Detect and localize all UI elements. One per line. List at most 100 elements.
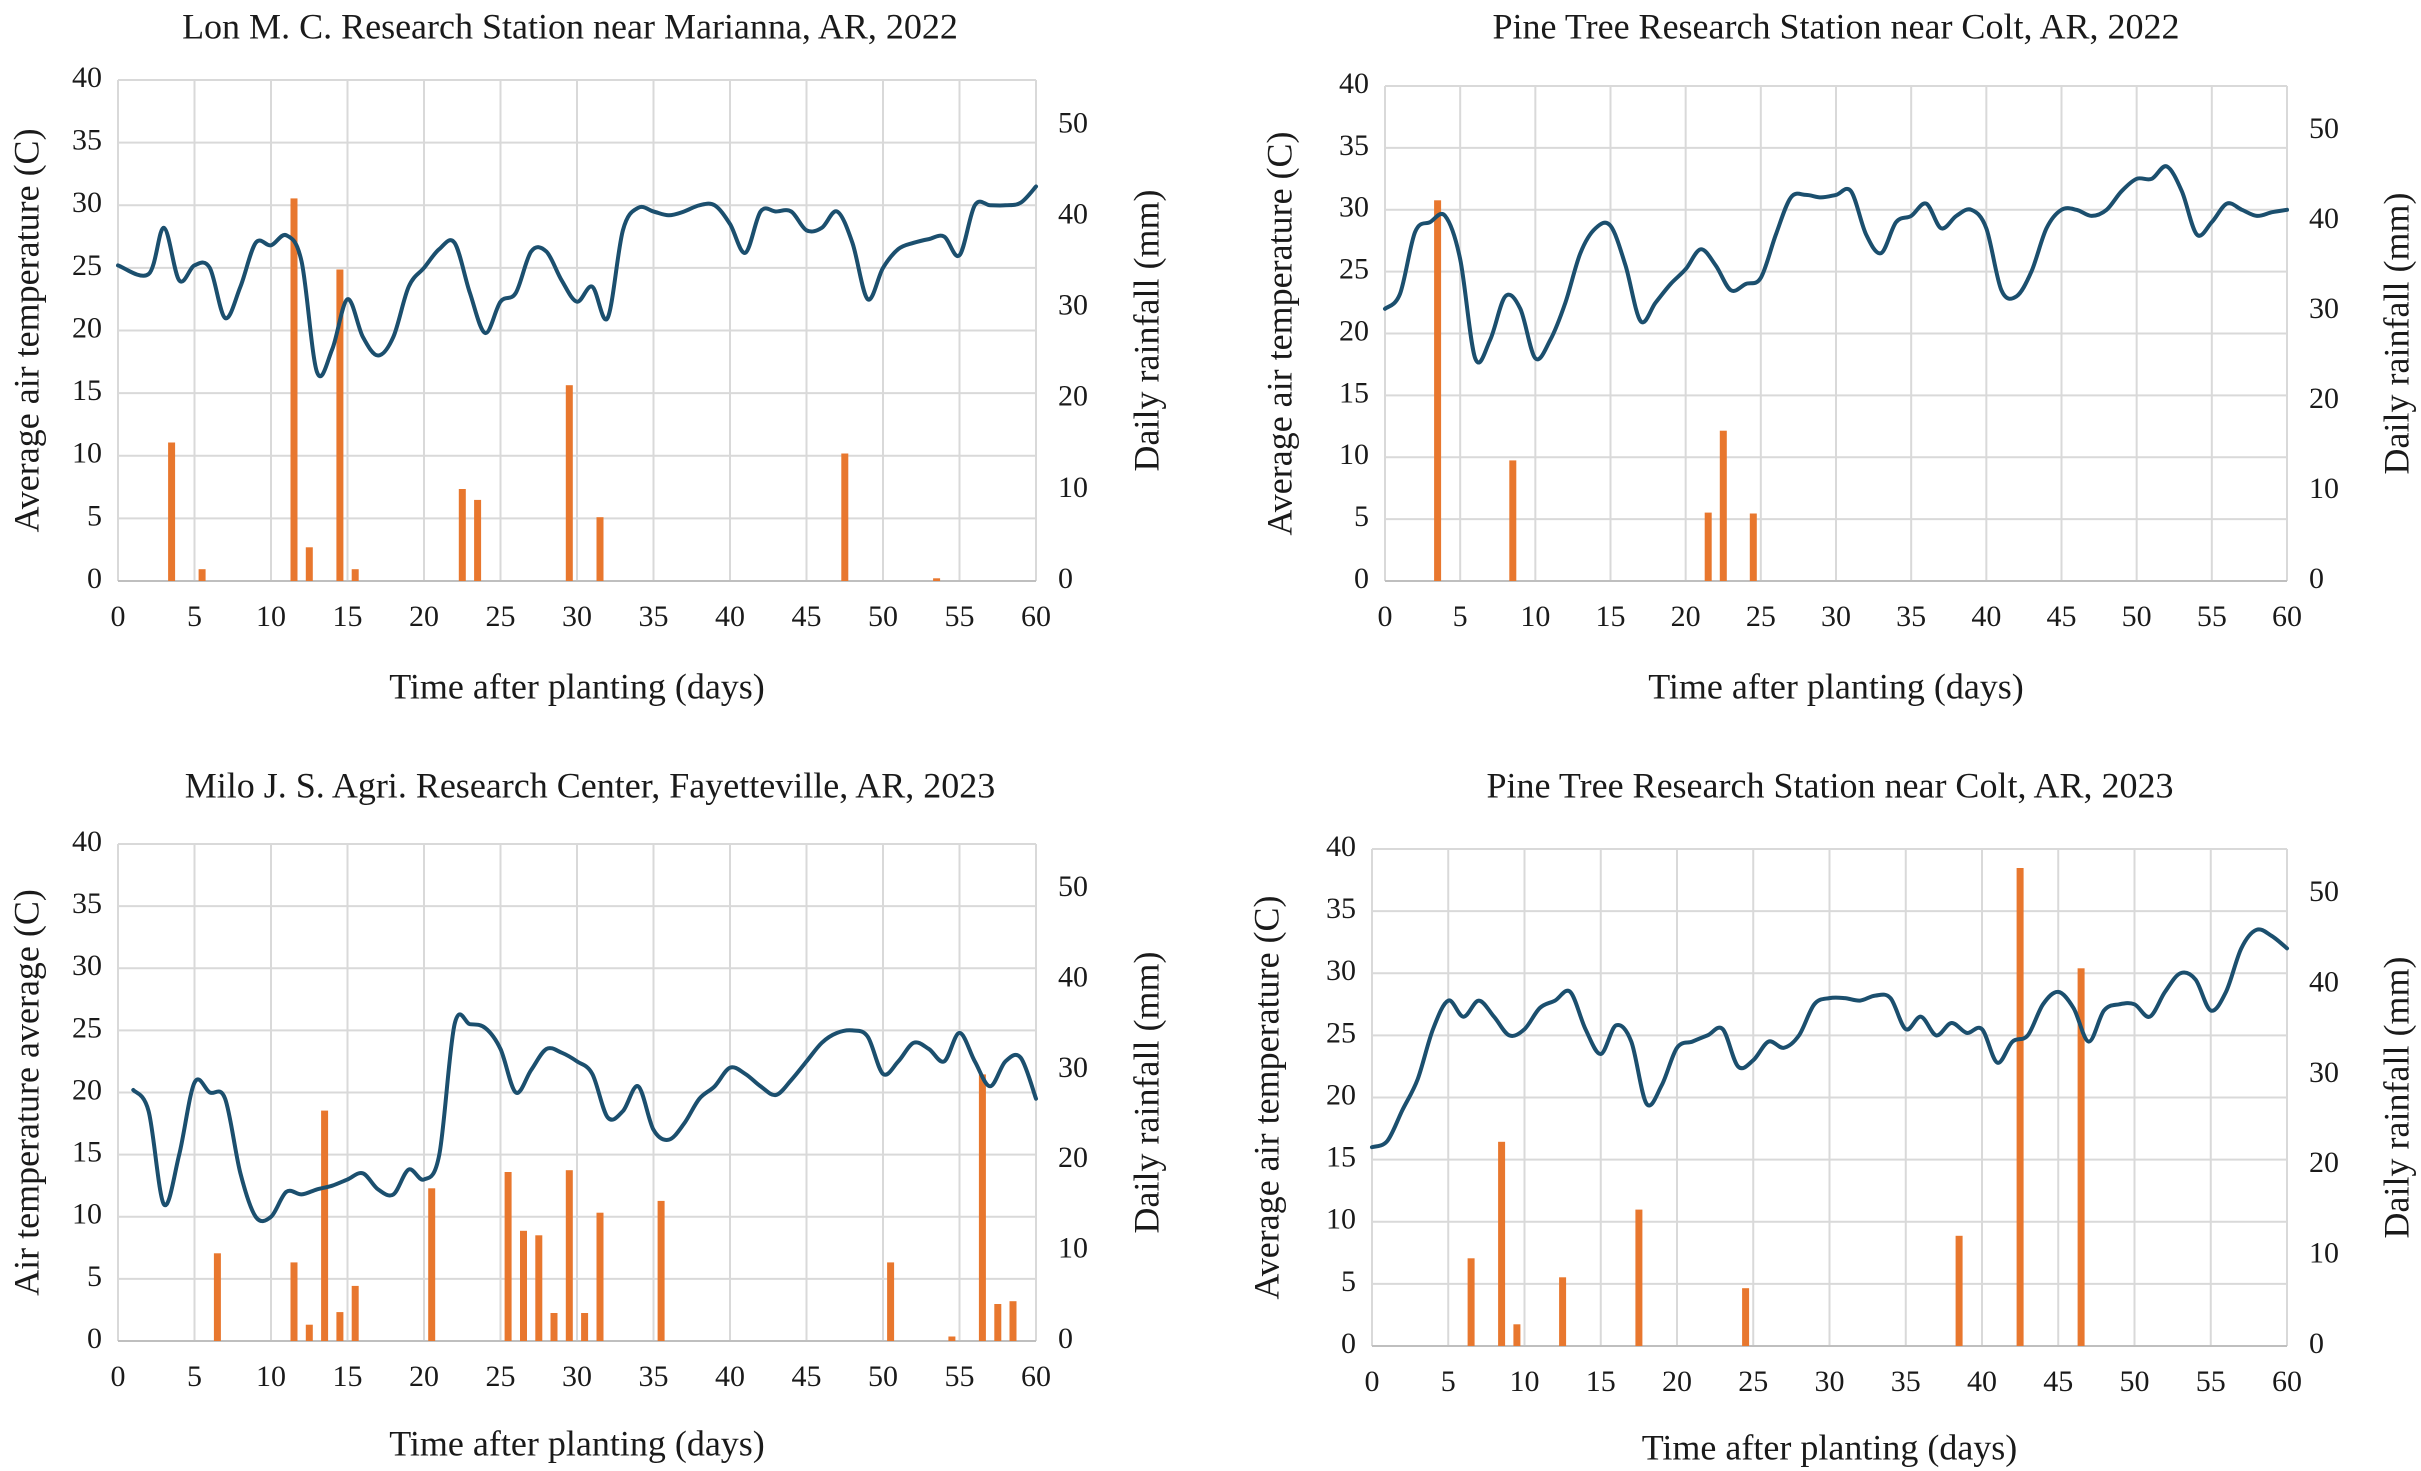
rainfall-bar: [1498, 1141, 1506, 1346]
x-tick-label: 55: [2197, 600, 2227, 633]
y2-tick-label: 30: [2309, 292, 2339, 325]
rainfall-bar: [1955, 1235, 1963, 1346]
chart-title: Pine Tree Research Station near Colt, AR…: [1493, 6, 2180, 46]
x-tick-label: 50: [2122, 600, 2152, 633]
rainfall-bar: [1704, 512, 1712, 581]
x-tick-label: 60: [2272, 1365, 2302, 1398]
x-tick-label: 40: [715, 600, 745, 633]
y-tick-label: 10: [1326, 1203, 1356, 1236]
x-tick-label: 30: [1815, 1365, 1845, 1398]
y2-tick-label: 40: [1058, 198, 1088, 231]
x-tick-label: 20: [409, 1360, 439, 1393]
y-tick-label: 15: [1339, 376, 1369, 409]
y-tick-label: 35: [1339, 129, 1369, 162]
rainfall-bar: [1749, 513, 1757, 581]
rainfall-bar: [290, 198, 298, 581]
y-tick-label: 40: [1326, 830, 1356, 863]
y2-tick-label: 0: [2309, 562, 2324, 595]
x-tick-label: 25: [1746, 600, 1776, 633]
y2-tick-label: 20: [2309, 1146, 2339, 1179]
y2-tick-label: 20: [1058, 380, 1088, 413]
x-tick-label: 50: [2120, 1365, 2150, 1398]
y-tick-label: 35: [1326, 892, 1356, 925]
x-tick-label: 45: [792, 1360, 822, 1393]
x-tick-label: 55: [945, 600, 975, 633]
rainfall-bar: [351, 1285, 359, 1341]
y-tick-label: 35: [72, 887, 102, 920]
rainfall-bar: [535, 1235, 543, 1341]
y2-axis-label: Daily rainfall (mm): [1126, 190, 1166, 472]
chart-panel-2: Pine Tree Research Station near Colt, AR…: [1259, 6, 2416, 706]
temperature-line: [1383, 164, 2289, 365]
y2-tick-label: 50: [1058, 106, 1088, 139]
y-tick-label: 40: [1339, 67, 1369, 100]
x-tick-label: 25: [486, 1360, 516, 1393]
rainfall-bar: [336, 1312, 344, 1341]
rainfall-bar: [351, 569, 359, 581]
rainfall-bar: [458, 489, 466, 581]
y-tick-label: 5: [1354, 500, 1369, 533]
rainfall-bar: [1467, 1258, 1475, 1346]
x-tick-label: 15: [333, 600, 363, 633]
rainfall-bar: [321, 1110, 329, 1341]
y2-tick-label: 10: [1058, 471, 1088, 504]
rainfall-bar: [565, 1170, 573, 1341]
y-axis-label: Air temperature average (C): [6, 889, 46, 1296]
y2-tick-label: 30: [1058, 289, 1088, 322]
rainfall-bar: [1635, 1209, 1643, 1346]
x-tick-label: 45: [792, 600, 822, 633]
chart-panel-3: Milo J. S. Agri. Research Center, Fayett…: [6, 765, 1166, 1463]
x-tick-label: 30: [562, 600, 592, 633]
x-tick-label: 60: [1021, 1360, 1051, 1393]
rainfall-bar: [550, 1313, 558, 1341]
x-axis-label: Time after planting (days): [1642, 1427, 2018, 1467]
x-tick-label: 5: [1441, 1365, 1456, 1398]
y-tick-label: 20: [72, 311, 102, 344]
x-tick-label: 50: [868, 600, 898, 633]
x-tick-label: 30: [562, 1360, 592, 1393]
y-tick-label: 40: [72, 61, 102, 94]
rainfall-bar: [428, 1188, 436, 1341]
y2-tick-label: 10: [2309, 472, 2339, 505]
x-tick-label: 45: [2047, 600, 2077, 633]
y-tick-label: 20: [1326, 1078, 1356, 1111]
x-tick-label: 0: [1365, 1365, 1380, 1398]
y2-tick-label: 50: [2309, 875, 2339, 908]
y-tick-label: 35: [72, 124, 102, 157]
y-tick-label: 30: [1326, 954, 1356, 987]
rainfall-bar: [336, 269, 344, 581]
y-tick-label: 25: [1326, 1016, 1356, 1049]
chart-title: Lon M. C. Research Station near Marianna…: [182, 6, 958, 46]
y-tick-label: 0: [1341, 1327, 1356, 1360]
temperature-line: [1370, 927, 2289, 1150]
x-tick-label: 40: [1967, 1365, 1997, 1398]
y2-axis-label: Daily rainfall (mm): [1126, 952, 1166, 1234]
x-tick-label: 55: [945, 1360, 975, 1393]
x-axis-label: Time after planting (days): [1648, 666, 2024, 706]
x-tick-label: 40: [715, 1360, 745, 1393]
chart-title: Pine Tree Research Station near Colt, AR…: [1487, 765, 2174, 805]
y-tick-label: 25: [72, 1011, 102, 1044]
y2-tick-label: 40: [2309, 202, 2339, 235]
y-tick-label: 30: [1339, 191, 1369, 224]
temperature-line: [116, 184, 1038, 379]
y-tick-label: 20: [72, 1073, 102, 1106]
rainfall-bar: [168, 442, 176, 581]
y-tick-label: 15: [72, 1136, 102, 1169]
rainfall-bar: [657, 1200, 665, 1341]
y-tick-label: 20: [1339, 314, 1369, 347]
x-tick-label: 5: [1453, 600, 1468, 633]
rainfall-bar: [841, 453, 849, 581]
temperature-line: [131, 1012, 1038, 1224]
rainfall-bar: [520, 1230, 527, 1341]
y2-tick-label: 50: [1058, 870, 1088, 903]
y-tick-label: 25: [72, 249, 102, 282]
rainfall-bar: [1434, 200, 1442, 582]
rainfall-bar: [933, 578, 941, 581]
y2-tick-label: 0: [2309, 1327, 2324, 1360]
rainfall-bar: [596, 1212, 604, 1341]
y2-tick-label: 20: [2309, 382, 2339, 415]
y-tick-label: 15: [1326, 1141, 1356, 1174]
rainfall-bar: [1513, 1324, 1521, 1346]
x-tick-label: 10: [1520, 600, 1550, 633]
